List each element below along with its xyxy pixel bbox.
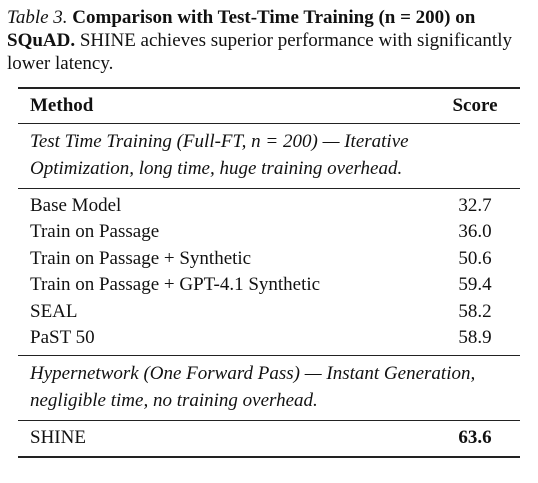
table-row: Train on Passage 36.0 — [18, 219, 520, 245]
table-row: PaST 50 58.9 — [18, 325, 520, 351]
method-cell: PaST 50 — [30, 326, 95, 348]
table-row: Train on Passage + GPT-4.1 Synthetic 59.4 — [18, 272, 520, 298]
header-cell: Method — [30, 95, 94, 116]
section-heading: Test Time Training (Full-FT, n = 200) — … — [18, 123, 520, 188]
method-cell: Base Model — [30, 195, 122, 216]
score-cell: 63.6 — [458, 427, 492, 449]
score-cell: 58.2 — [458, 300, 492, 322]
caption: Table 3. Comparison with Test-Time Train… — [7, 6, 533, 75]
table: Method Score Test Time Training (Full-FT, … — [18, 87, 520, 458]
header-row: Method Score — [18, 87, 520, 123]
method-cell: SEAL — [30, 300, 78, 322]
score-cell: 59.4 — [458, 274, 492, 296]
caption-label: Table 3. — [7, 7, 68, 28]
method-cell: Train on Passage + GPT-4.1 Synthetic — [30, 274, 321, 296]
score-cell: 58.9 — [458, 326, 492, 348]
method-cell: Train on Passage — [30, 221, 160, 243]
header-cell: Score — [452, 95, 498, 116]
caption-description: SHINE achieves superior performance with… — [7, 30, 512, 74]
table-row: Train on Passage + Synthetic 50.6 — [18, 246, 520, 272]
table-row: SEAL 58.2 — [18, 299, 520, 325]
score-cell: 50.6 — [458, 247, 492, 269]
score-cell: 32.7 — [458, 195, 492, 216]
score-cell: 36.0 — [458, 221, 492, 243]
table-row: Base Model 32.7 — [18, 193, 520, 219]
caption-title: Comparison with Test-Time Training (n = … — [7, 7, 476, 51]
method-cell: SHINE — [30, 427, 86, 449]
method-cell: Train on Passage + Synthetic — [30, 247, 252, 269]
table-row: SHINE 63.6 — [18, 425, 520, 451]
row-group: SHINE 63.6 — [18, 420, 520, 458]
row-group: Base Model 32.7 Train on Passage 36.0 Train … — [18, 188, 520, 355]
section-heading: Hypernetwork (One Forward Pass) — Instan… — [18, 355, 520, 420]
